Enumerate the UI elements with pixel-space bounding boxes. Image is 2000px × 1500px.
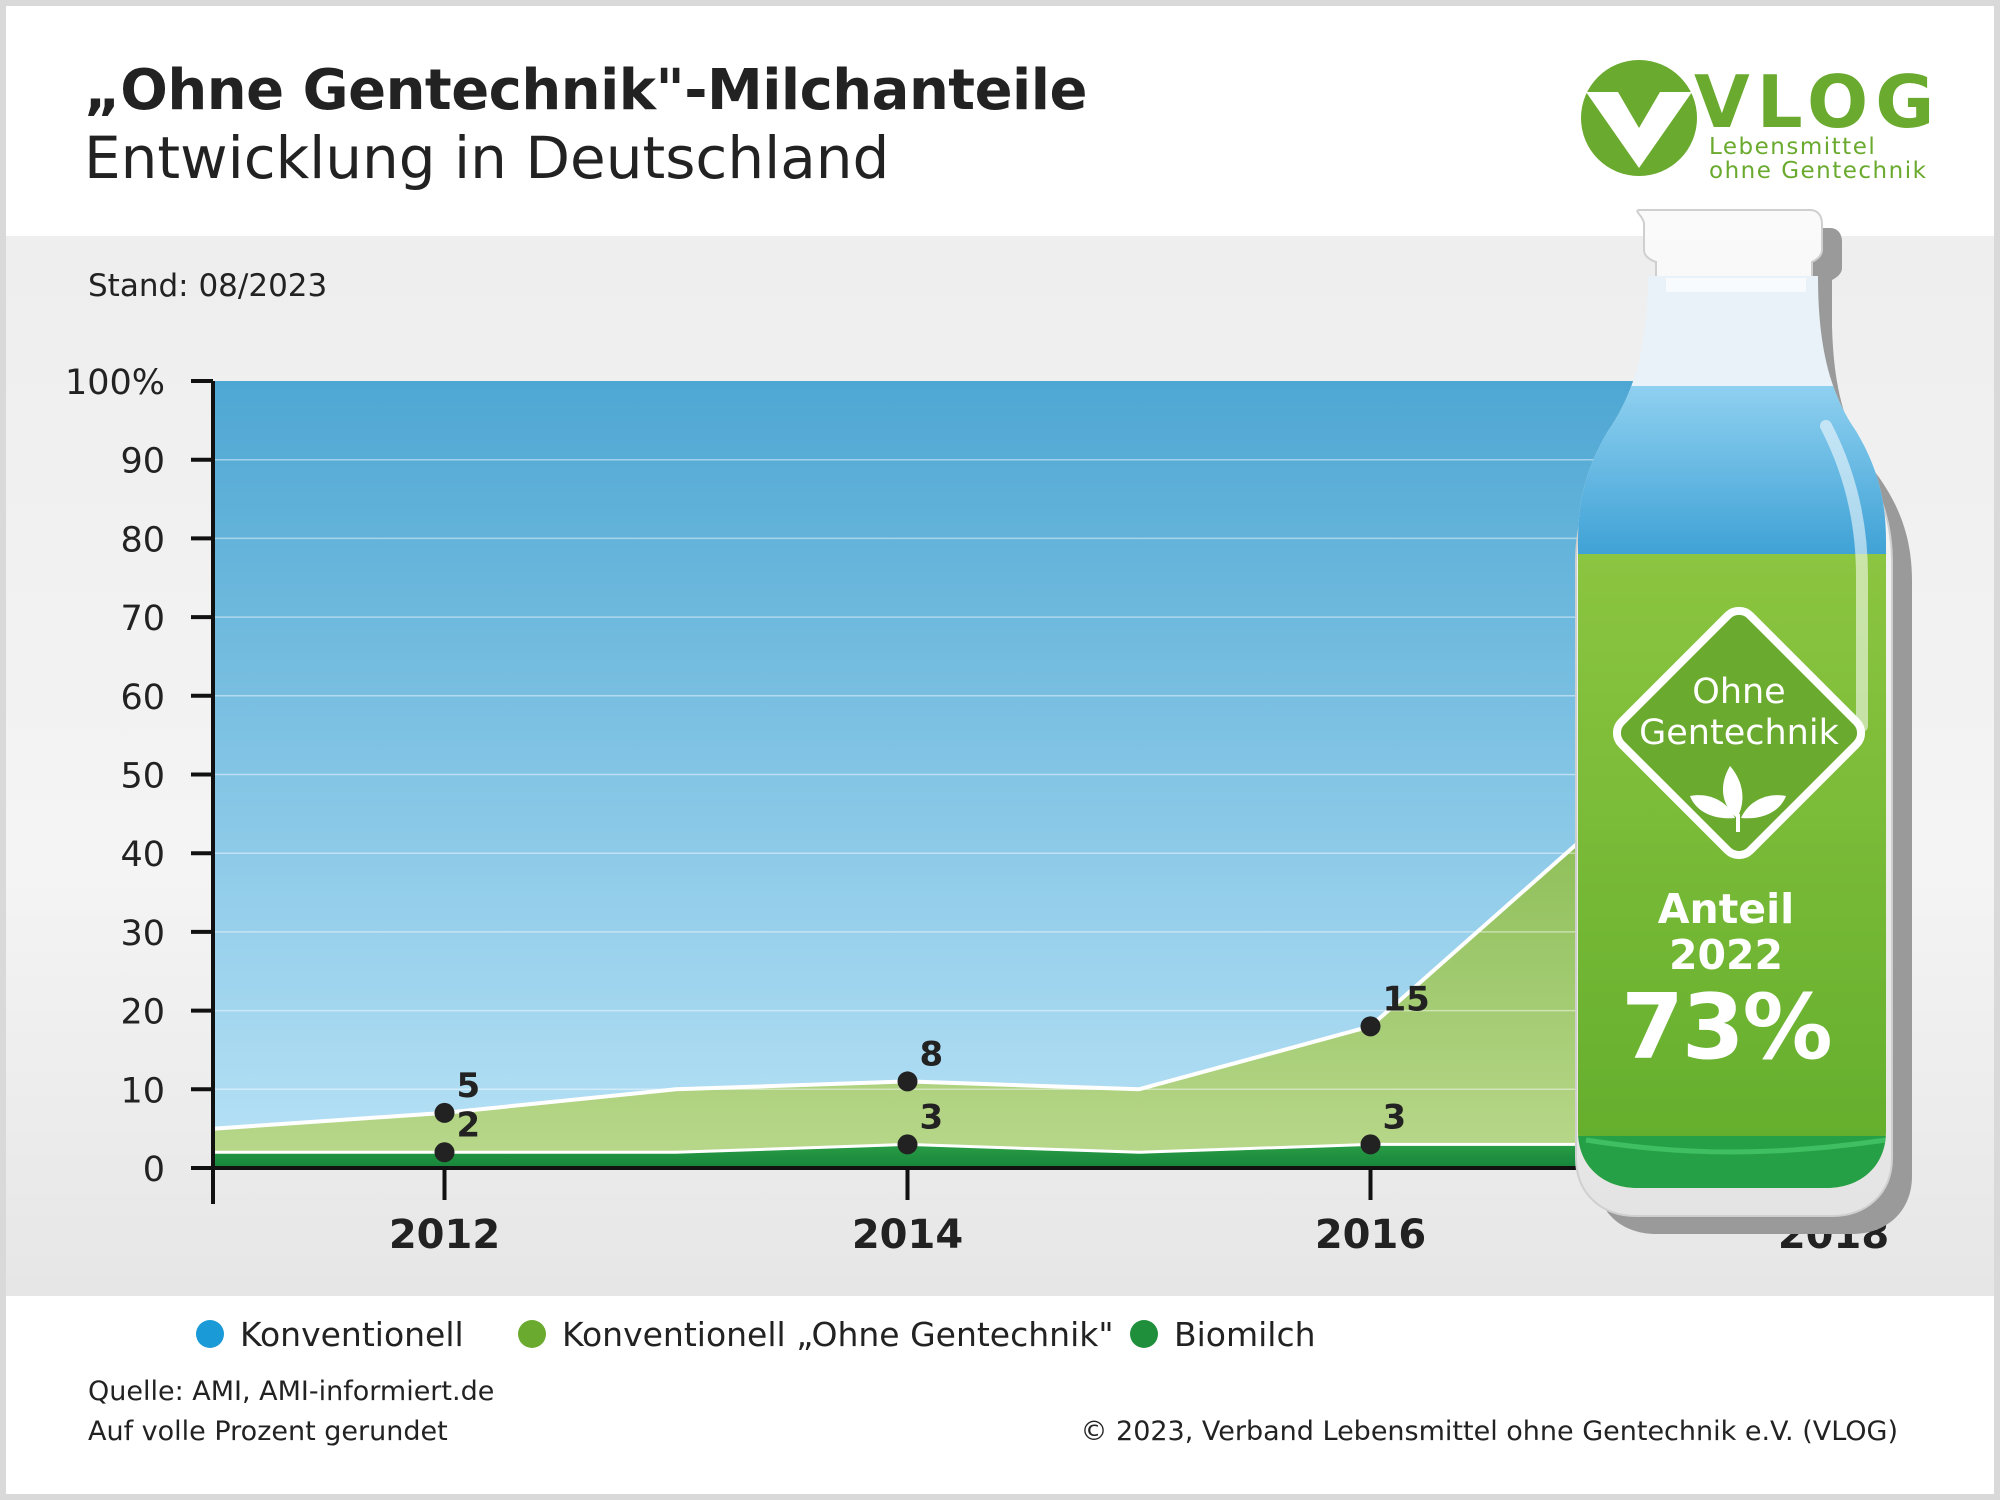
data-label-ohne-gentechnik: 15 — [1383, 979, 1430, 1019]
point-biomilch — [434, 1142, 455, 1163]
legend-swatch — [1130, 1320, 1158, 1348]
data-label-ohne-gentechnik: 5 — [457, 1066, 481, 1106]
point-ohne-gentechnik — [897, 1071, 918, 1092]
milk-bottle-illustration — [1575, 209, 1912, 1234]
ohne-gentechnik-badge — [1612, 606, 1866, 860]
y-tick-label: 90 — [120, 442, 165, 482]
data-label-biomilch: 2 — [457, 1105, 481, 1145]
chart-title: „Ohne Gentechnik"-Milchanteile — [84, 58, 1087, 123]
vlog-check-icon — [1581, 60, 1697, 176]
legend-item-ohne-gentechnik: Konventionell „Ohne Gentechnik" — [518, 1312, 1114, 1356]
chart-subtitle: Entwicklung in Deutschland — [84, 124, 890, 192]
point-biomilch — [1360, 1134, 1381, 1155]
y-tick-label: 100% — [65, 363, 165, 403]
legend-label: Konventionell — [240, 1314, 464, 1354]
data-date: Stand: 08/2023 — [88, 268, 328, 304]
legend-item-konventionell: Konventionell — [196, 1312, 464, 1356]
chart-svg: 0102030405060708090100%20122014201620182… — [65, 60, 1912, 1258]
y-tick-label: 40 — [120, 835, 165, 875]
data-label-biomilch: 3 — [1383, 1097, 1407, 1137]
y-tick-label: 0 — [143, 1150, 165, 1190]
badge-text: Ohne Gentechnik — [1606, 672, 1872, 754]
data-label-biomilch: 3 — [920, 1097, 944, 1137]
legend-label: Konventionell „Ohne Gentechnik" — [562, 1314, 1114, 1354]
y-tick-label: 10 — [120, 1071, 165, 1111]
series-line-biomilch — [213, 1135, 1657, 1154]
logo-wordmark: VLOG — [1694, 60, 1942, 144]
point-ohne-gentechnik — [434, 1102, 455, 1123]
y-tick-label: 50 — [120, 757, 165, 797]
x-tick-label: 2012 — [389, 1212, 500, 1258]
legend-swatch — [518, 1320, 546, 1348]
legend-swatch — [196, 1320, 224, 1348]
source-note: Quelle: AMI, AMI-informiert.de — [88, 1376, 495, 1407]
logo-tagline-1: Lebensmittel — [1709, 134, 1877, 160]
badge-line-2: Gentechnik — [1639, 713, 1839, 753]
y-tick-label: 60 — [120, 678, 165, 718]
y-tick-label: 80 — [120, 520, 165, 560]
y-tick-label: 70 — [120, 599, 165, 639]
legend-label: Biomilch — [1174, 1314, 1316, 1354]
rounding-note: Auf volle Prozent gerundet — [88, 1416, 448, 1447]
x-tick-label: 2016 — [1315, 1212, 1426, 1258]
point-biomilch — [897, 1134, 918, 1155]
legend-item-biomilch: Biomilch — [1130, 1312, 1316, 1356]
logo-tagline-2: ohne Gentechnik — [1709, 158, 1928, 184]
plant-sprout-icon — [1690, 766, 1786, 832]
x-tick-label: 2014 — [852, 1212, 963, 1258]
badge-line-1: Ohne — [1692, 672, 1786, 712]
bottle-label: Anteil 2022 73% — [1606, 886, 1846, 1078]
bottle-label-line-2: 2022 — [1668, 931, 1784, 979]
data-label-ohne-gentechnik: 8 — [920, 1034, 944, 1074]
bottle-label-line-1: Anteil — [1657, 885, 1795, 933]
area-biomilch — [213, 1136, 1656, 1168]
infographic: „Ohne Gentechnik"-Milchanteile Entwicklu… — [6, 6, 1994, 1494]
point-ohne-gentechnik — [1360, 1016, 1381, 1037]
y-tick-label: 30 — [120, 914, 165, 954]
area-ohne-gentechnik — [213, 554, 1656, 1168]
bottle-share-value: 73% — [1621, 975, 1832, 1080]
y-tick-label: 20 — [120, 993, 165, 1033]
copyright-note: © 2023, Verband Lebensmittel ohne Gentec… — [1080, 1416, 1898, 1447]
